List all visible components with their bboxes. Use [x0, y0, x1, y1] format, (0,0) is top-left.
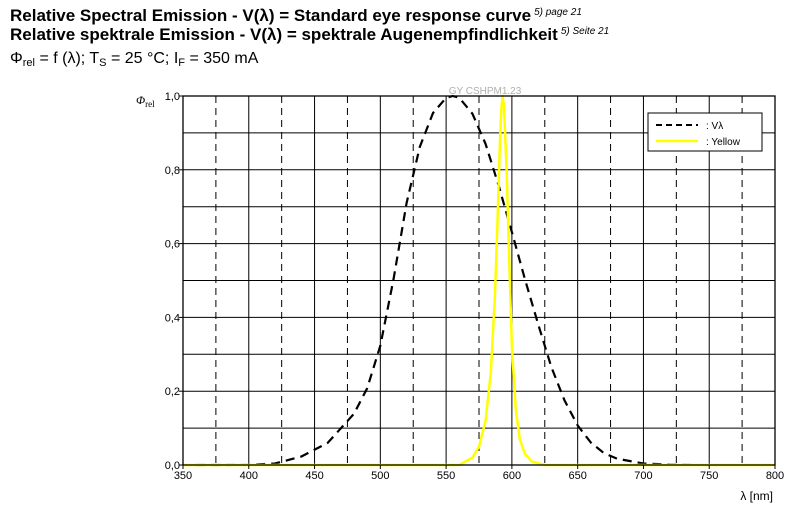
measurement-conditions: Φrel = f (λ); TS = 25 °C; IF = 350 mA [10, 50, 258, 69]
cond-c: = 350 mA [185, 50, 259, 67]
x-tick-label: 550 [437, 470, 455, 482]
y-tick-label: 0,0 [165, 460, 180, 472]
legend-label-yellow: : Yellow [706, 137, 741, 148]
legend-label-v-lambda: : Vλ [706, 121, 723, 132]
cond-i-sub: F [178, 57, 185, 69]
series-line-yellow [183, 94, 775, 467]
watermark: GY CSHPM1.23 [449, 86, 522, 97]
x-tick-label: 650 [568, 470, 586, 482]
title-en-text: Relative Spectral Emission - V(λ) = Stan… [10, 6, 532, 25]
chart-grid [183, 96, 775, 465]
x-tick-label: 400 [240, 470, 258, 482]
y-axis-label-sub: rel [145, 99, 155, 109]
x-tick-label: 600 [503, 470, 521, 482]
legend: : Vλ : Yellow [647, 112, 763, 152]
y-axis-label-main: Φ [136, 93, 145, 107]
cond-a: = f (λ); T [35, 50, 100, 67]
cond-b: = 25 °C; I [106, 50, 179, 67]
y-tick-label: 1,0 [165, 91, 180, 103]
y-axis-label: Φrel [136, 93, 155, 109]
cond-t-sub: S [99, 57, 107, 69]
y-tick-label: 0,2 [165, 386, 180, 398]
title-en-ref: 5) page 21 [534, 7, 582, 18]
x-tick-label: 750 [700, 470, 718, 482]
y-tick-label: 0,4 [165, 312, 180, 324]
chart-title-de: Relative spektrale Emission - V(λ) = spe… [10, 25, 609, 45]
chart-series [183, 94, 775, 467]
title-de-ref: 5) Seite 21 [560, 26, 610, 37]
axis-ticks: 350 400 450 500 550 600 650 700 750 800 0,0 0,2 0,4 0… [165, 91, 784, 482]
chart-title-en: Relative Spectral Emission - V(λ) = Stan… [10, 6, 582, 26]
x-axis-label: λ [nm] [740, 489, 773, 503]
x-tick-label: 450 [305, 470, 323, 482]
y-tick-label: 0,6 [165, 239, 180, 251]
y-tick-label: 0,8 [165, 165, 180, 177]
legend-box [647, 112, 763, 152]
cond-phi-sub: rel [22, 57, 35, 69]
x-tick-label: 500 [371, 470, 389, 482]
x-tick-label: 700 [634, 470, 652, 482]
plot-frame [182, 95, 776, 466]
cond-phi: Φ [10, 50, 23, 67]
x-tick-label: 350 [174, 470, 192, 482]
series-line-v-lambda [196, 94, 697, 467]
title-de-text: Relative spektrale Emission - V(λ) = spe… [10, 25, 558, 44]
x-tick-label: 800 [766, 470, 784, 482]
